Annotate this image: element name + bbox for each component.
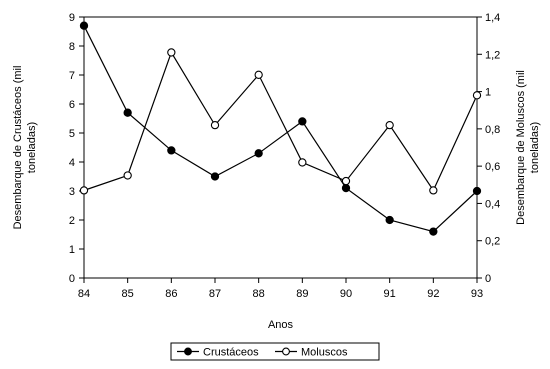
legend: Crustáceos Moluscos	[170, 342, 380, 361]
series-line-crustaceos	[83, 25, 478, 233]
left-tick-label: 2	[69, 215, 75, 227]
x-tick-label: 84	[78, 288, 90, 300]
left-tick-label: 4	[69, 157, 75, 169]
left-tick-label: 8	[69, 41, 75, 53]
left-y-axis-label: Desembarque de Crustáceos (mil toneladas)	[12, 66, 38, 230]
x-tick-label: 92	[427, 288, 439, 300]
x-tick-label: 87	[209, 288, 221, 300]
x-tick-label: 91	[384, 288, 396, 300]
x-tick-label: 86	[165, 288, 177, 300]
data-point-moluscos	[79, 186, 89, 195]
data-point-moluscos	[341, 176, 351, 186]
data-point-moluscos	[385, 120, 394, 130]
data-point-moluscos	[167, 48, 176, 57]
x-tick-label: 90	[340, 288, 352, 300]
series-layer	[79, 21, 482, 236]
left-tick-label: 9	[69, 12, 75, 24]
right-y-axis-label: Desembarque de Moluscos (mil toneladas)	[515, 70, 541, 225]
left-tick-label: 1	[69, 244, 75, 256]
legend-label-crustaceos: Crustáceos	[203, 347, 259, 359]
data-point-crustaceos	[385, 215, 394, 225]
data-point-moluscos	[472, 91, 482, 100]
data-point-crustaceos	[341, 183, 351, 193]
data-point-moluscos	[210, 120, 220, 130]
legend-label-moluscos: Moluscos	[301, 347, 348, 359]
x-axis-label: Anos	[268, 319, 294, 331]
series-line-moluscos	[83, 51, 478, 192]
data-point-crustaceos	[123, 108, 132, 117]
left-tick-label: 3	[69, 186, 75, 198]
x-tick-label: 85	[122, 288, 134, 300]
x-tick-label: 89	[296, 288, 308, 300]
data-point-crustaceos	[79, 21, 89, 30]
plot-frame	[83, 16, 478, 279]
right-y-axis-label-line: toneladas)	[529, 122, 541, 173]
right-tick-label: 0,6	[485, 161, 500, 173]
left-tick-label: 5	[69, 128, 75, 140]
legend-marker-moluscos	[282, 347, 290, 356]
right-tick-label: 0,4	[485, 198, 500, 210]
right-tick-label: 1,2	[485, 49, 500, 61]
x-tick-label: 93	[471, 288, 483, 300]
left-tick-label: 6	[69, 99, 75, 111]
data-point-crustaceos	[167, 146, 176, 155]
right-tick-label: 0,2	[485, 236, 500, 248]
left-tick-label: 0	[69, 273, 75, 285]
x-tick-label: 88	[253, 288, 265, 300]
right-tick-label: 0,8	[485, 124, 500, 136]
data-point-crustaceos	[210, 172, 220, 181]
data-point-moluscos	[298, 158, 307, 167]
data-point-crustaceos	[298, 117, 307, 126]
data-point-moluscos	[254, 70, 263, 79]
data-point-moluscos	[123, 171, 132, 180]
legend-marker-crustaceos	[184, 347, 192, 356]
left-tick-label: 7	[69, 70, 75, 82]
left-y-axis-label-line: toneladas)	[26, 122, 38, 173]
left-y-axis-label-line: Desembarque de Crustáceos (mil	[12, 66, 24, 230]
right-tick-label: 1	[485, 87, 491, 99]
right-y-axis-label-line: Desembarque de Moluscos (mil	[515, 70, 527, 225]
right-tick-label: 1,4	[485, 12, 500, 24]
data-point-crustaceos	[254, 149, 263, 158]
data-point-crustaceos	[472, 186, 482, 196]
right-tick-label: 0	[485, 273, 491, 285]
data-point-crustaceos	[429, 227, 438, 236]
data-point-moluscos	[429, 186, 438, 195]
